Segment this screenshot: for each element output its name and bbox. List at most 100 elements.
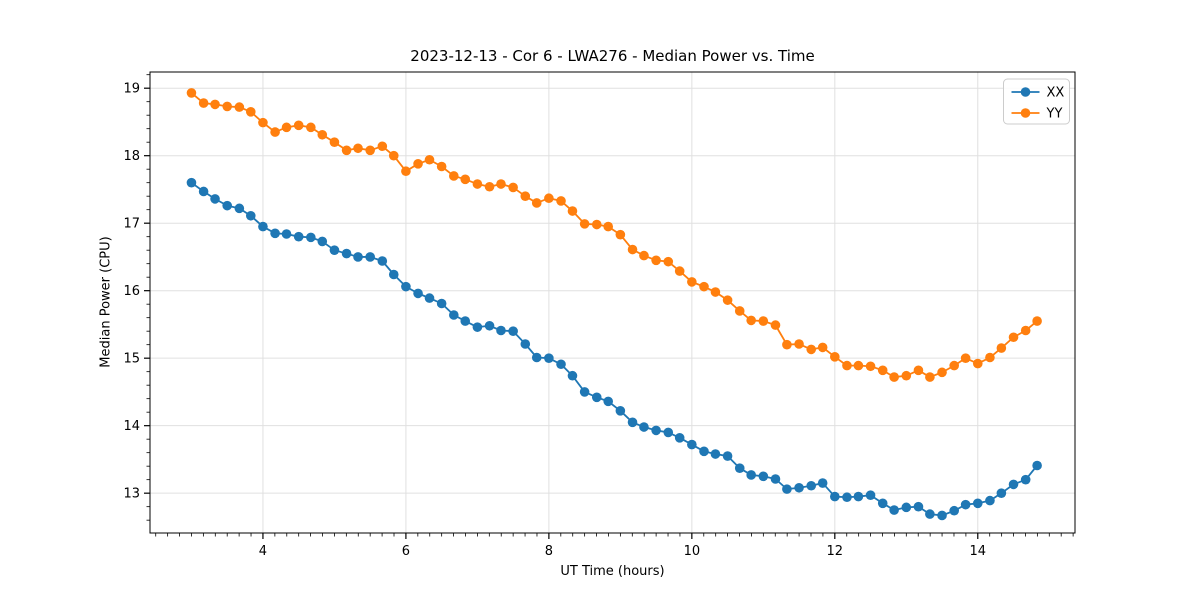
- data-point-xx: [472, 322, 483, 332]
- y-tick-label: 13: [123, 487, 140, 502]
- data-point-xx: [484, 320, 495, 331]
- data-point-yy: [949, 360, 959, 371]
- legend-label-yy: YY: [1046, 107, 1063, 122]
- series-yy: [186, 88, 1042, 382]
- data-point-yy: [770, 320, 781, 330]
- data-point-yy: [579, 219, 590, 229]
- data-point-xx: [544, 353, 554, 363]
- data-point-yy: [329, 137, 340, 147]
- data-point-xx: [734, 463, 745, 474]
- data-point-yy: [794, 339, 804, 349]
- y-tick-label: 14: [123, 419, 140, 434]
- legend-marker-xx: [1020, 87, 1031, 97]
- data-point-xx: [329, 245, 340, 255]
- data-point-yy: [1008, 332, 1019, 343]
- data-point-xx: [353, 252, 363, 262]
- data-point-xx: [782, 484, 792, 494]
- gridlines: [150, 72, 1075, 533]
- data-point-xx: [1008, 479, 1019, 490]
- line-xx: [190, 181, 1038, 517]
- data-point-yy: [531, 198, 542, 208]
- data-point-yy: [413, 159, 423, 169]
- data-point-yy: [925, 372, 935, 382]
- data-point-xx: [377, 256, 388, 266]
- x-tick-label: 4: [259, 544, 267, 559]
- data-point-xx: [603, 396, 614, 407]
- data-point-xx: [651, 425, 661, 436]
- data-point-yy: [436, 161, 447, 172]
- data-point-xx: [913, 501, 924, 512]
- data-point-xx: [186, 177, 197, 188]
- data-point-yy: [674, 266, 685, 276]
- data-point-yy: [377, 141, 388, 152]
- data-point-yy: [865, 361, 876, 372]
- data-point-xx: [401, 281, 411, 292]
- data-point-yy: [758, 316, 769, 326]
- data-point-yy: [1020, 325, 1031, 336]
- data-point-xx: [842, 492, 852, 503]
- data-point-xx: [413, 288, 423, 299]
- data-point-xx: [449, 310, 459, 320]
- data-point-xx: [520, 339, 531, 349]
- data-point-yy: [746, 315, 756, 326]
- x-tick-label: 12: [827, 544, 844, 559]
- x-tick-label: 6: [402, 544, 410, 559]
- data-point-xx: [281, 229, 292, 239]
- data-point-yy: [341, 145, 352, 156]
- y-tick-label: 16: [123, 284, 140, 299]
- data-point-yy: [198, 98, 209, 108]
- data-point-yy: [937, 367, 947, 378]
- data-point-yy: [663, 256, 674, 267]
- data-point-xx: [925, 509, 935, 519]
- data-point-yy: [710, 287, 721, 297]
- series-xx: [186, 177, 1042, 521]
- data-point-xx: [579, 387, 590, 397]
- data-point-yy: [806, 344, 817, 355]
- data-point-yy: [401, 166, 411, 177]
- data-point-yy: [388, 150, 399, 161]
- data-point-xx: [794, 482, 804, 493]
- data-point-xx: [710, 449, 721, 459]
- data-point-xx: [674, 433, 685, 443]
- data-point-yy: [960, 353, 971, 363]
- data-point-yy: [258, 117, 268, 128]
- x-tick-label: 8: [545, 544, 553, 559]
- data-point-xx: [901, 502, 912, 513]
- data-point-yy: [651, 255, 661, 266]
- data-point-xx: [531, 352, 542, 363]
- data-point-yy: [687, 277, 697, 287]
- data-point-yy: [317, 129, 328, 140]
- data-point-yy: [842, 360, 852, 371]
- data-point-xx: [306, 232, 316, 243]
- data-point-yy: [508, 182, 518, 193]
- data-point-yy: [722, 295, 733, 305]
- data-point-yy: [615, 229, 626, 240]
- data-point-xx: [627, 417, 638, 428]
- data-point-xx: [687, 439, 697, 450]
- data-point-xx: [591, 392, 602, 403]
- data-point-yy: [913, 365, 924, 376]
- data-point-xx: [234, 203, 245, 214]
- data-point-xx: [508, 326, 518, 336]
- data-point-xx: [567, 370, 578, 381]
- data-point-xx: [615, 406, 626, 416]
- data-point-xx: [770, 474, 781, 484]
- data-point-xx: [830, 491, 840, 502]
- data-point-yy: [591, 219, 602, 230]
- data-point-yy: [484, 181, 495, 192]
- data-point-yy: [782, 339, 792, 350]
- data-point-xx: [293, 231, 304, 242]
- data-point-yy: [496, 179, 506, 189]
- data-point-xx: [746, 470, 756, 480]
- data-point-yy: [353, 143, 363, 154]
- data-point-yy: [1032, 316, 1042, 326]
- data-point-yy: [270, 127, 280, 137]
- data-point-yy: [817, 342, 828, 353]
- data-point-xx: [198, 186, 209, 197]
- data-point-yy: [830, 352, 840, 362]
- data-point-yy: [544, 193, 554, 204]
- data-point-yy: [424, 154, 435, 165]
- data-point-yy: [734, 306, 745, 316]
